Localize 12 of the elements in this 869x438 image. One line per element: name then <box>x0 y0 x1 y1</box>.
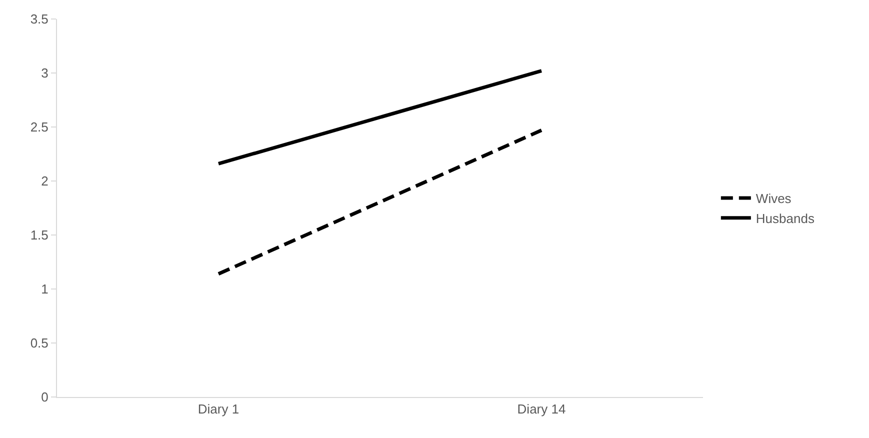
x-tick-label: Diary 1 <box>198 402 240 417</box>
legend-label: Wives <box>756 191 792 206</box>
y-tick-label: 0.5 <box>30 336 48 351</box>
y-tick-label: 2.5 <box>30 120 48 135</box>
y-tick-label: 1 <box>41 282 48 297</box>
y-tick-label: 0 <box>41 390 48 405</box>
legend-label: Husbands <box>756 210 815 226</box>
x-tick-label: Diary 14 <box>517 402 566 417</box>
y-tick-label: 1.5 <box>30 228 48 243</box>
y-tick-label: 3.5 <box>30 12 48 27</box>
y-tick-label: 3 <box>41 66 48 81</box>
y-tick-label: 2 <box>41 174 48 189</box>
